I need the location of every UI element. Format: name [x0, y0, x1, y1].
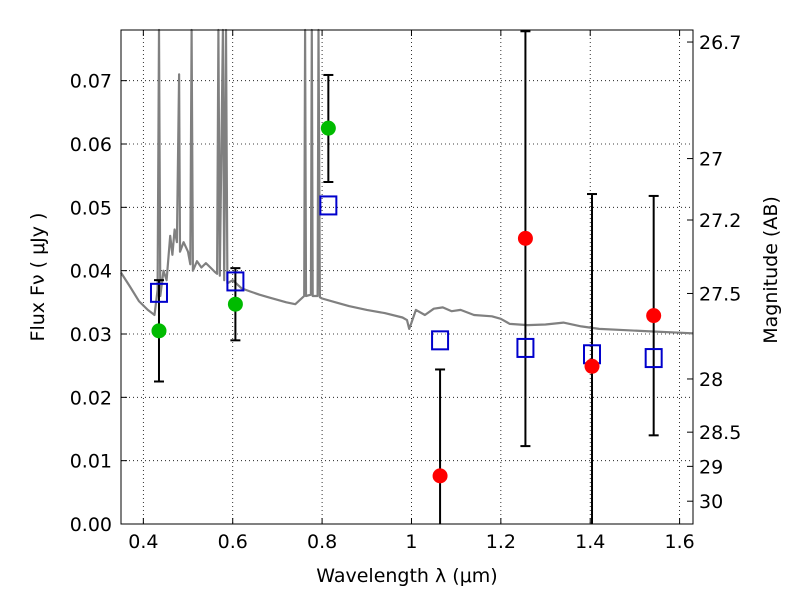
y-tick-label: 0.05 — [70, 197, 112, 219]
red-point — [432, 468, 448, 484]
model-square-point — [226, 271, 245, 292]
right-tick-label: 30 — [699, 491, 723, 513]
red-point — [517, 230, 533, 246]
model-spectrum-group — [120, 28, 694, 335]
y-tick-label: 0.06 — [70, 134, 112, 156]
y-tick-label: 0.07 — [70, 71, 112, 93]
x-tick-label: 1.2 — [486, 531, 516, 553]
x-tick-label: 1.4 — [575, 531, 605, 553]
y-axis-label: Flux Fν ( μJy ) — [27, 213, 49, 342]
x-axis-label: Wavelength λ (μm) — [316, 565, 497, 587]
x-tick-label: 0.4 — [128, 531, 158, 553]
model-square-point — [149, 282, 168, 303]
x-tick-label: 1.6 — [664, 531, 694, 553]
y-tick-label: 0.00 — [70, 514, 112, 536]
data-marks-group — [149, 30, 663, 524]
y-tick-label: 0.01 — [70, 451, 112, 473]
grid — [121, 30, 693, 524]
y-tick-label: 0.04 — [70, 261, 112, 283]
right-tick-label: 27 — [699, 149, 723, 171]
right-tick-label: 27.2 — [699, 210, 741, 232]
right-tick-label: 28 — [699, 369, 723, 391]
red-point — [584, 358, 600, 374]
model-square-point — [516, 337, 535, 358]
green-point — [151, 323, 167, 339]
x-tick-label: 0.8 — [307, 531, 337, 553]
x-tick-label: 1 — [405, 531, 417, 553]
green-point — [227, 296, 243, 312]
model-square-point — [644, 348, 663, 369]
green-point — [320, 120, 336, 136]
right-tick-label: 27.5 — [699, 283, 741, 305]
right-tick-label: 29 — [699, 456, 723, 478]
model-square-point — [319, 195, 338, 216]
model-square-point — [431, 330, 450, 351]
right-tick-label: 26.7 — [699, 32, 741, 54]
right-tick-label: 28.5 — [699, 422, 741, 444]
red-point — [646, 308, 662, 324]
plot-frame — [120, 29, 694, 525]
right-axis-label: Magnitude (AB) — [760, 196, 782, 344]
ticks-group: 0.4 0.6 0.8 1 1.2 1.4 1.6 0.00 0.01 0.02 0.03 0.04 0… — [70, 30, 741, 553]
x-tick-label: 0.6 — [218, 531, 248, 553]
y-tick-label: 0.02 — [70, 387, 112, 409]
model-spectrum-line — [120, 28, 694, 335]
plot-background — [121, 30, 693, 524]
y-tick-label: 0.03 — [70, 324, 112, 346]
